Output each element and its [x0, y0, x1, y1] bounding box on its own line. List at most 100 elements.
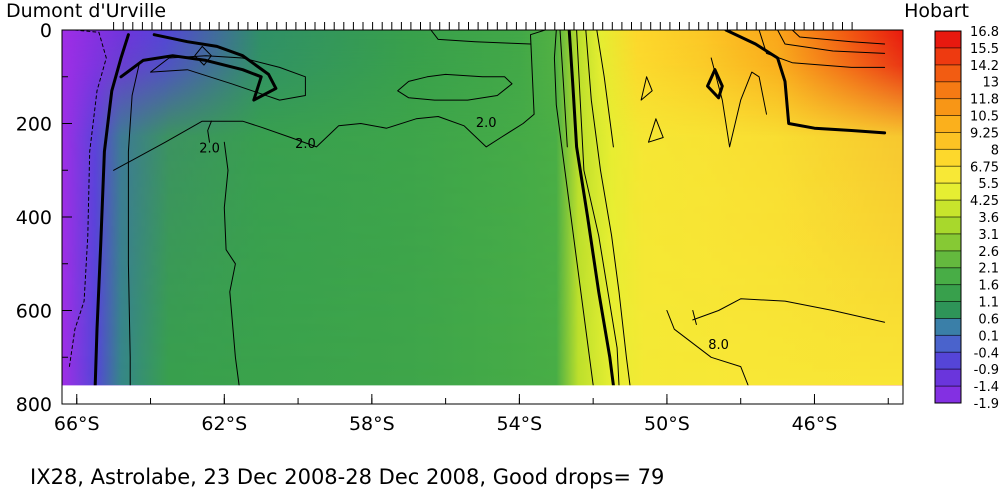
contour-label-1: 2.0 [295, 137, 316, 152]
deep-temperature-fill [62, 30, 903, 386]
colorbar-label: -0.9 [974, 363, 999, 378]
y-tick-label: 200 [16, 114, 52, 136]
colorbar-label: 16.8 [970, 25, 999, 40]
x-tick-label: 54°S [497, 413, 543, 435]
drop-locations [113, 22, 853, 30]
colorbar-swatch [935, 47, 961, 66]
colorbar-label: 15.5 [970, 42, 999, 57]
contour-line-24 [791, 30, 886, 45]
x-axis: 66°S 62°S 58°S 54°S 50°S 46°S [54, 394, 889, 435]
contour-line-8 [223, 141, 240, 386]
contour-line-21 [724, 30, 887, 135]
contour-line-10 [430, 30, 531, 45]
colorbar-swatch [935, 284, 961, 303]
colorbar-swatch [935, 250, 961, 269]
colorbar-label: 6.75 [970, 160, 999, 175]
colorbar-swatch [935, 369, 961, 387]
colorbar-swatch [935, 335, 961, 353]
y-tick-label: 0 [40, 20, 52, 42]
contour-line-2 [127, 62, 140, 386]
colorbar-swatch [935, 386, 961, 404]
top-right-label: Hobart [904, 0, 969, 22]
contour-line-6 [397, 73, 513, 101]
colorbar-label: 8 [991, 143, 999, 158]
contour-line-3 [119, 33, 278, 102]
colorbar-swatch [935, 64, 961, 83]
y-axis: 0 200 400 600 800 [16, 20, 72, 416]
colorbar: 16.8 15.5 14.2 13 11.8 10.59.25 8 6.75 5.5 4.25 3.… [934, 25, 999, 412]
colorbar-label: 3.1 [978, 228, 999, 243]
contour-line-16 [596, 30, 614, 148]
contour-line-13 [567, 30, 615, 386]
contour-line-17 [640, 76, 653, 101]
contour-line-0 [68, 30, 107, 368]
contour-line-23 [777, 30, 886, 54]
colorbar-label: 5.5 [978, 177, 999, 192]
contour-line-12 [559, 30, 568, 148]
contour-label-0: 2.0 [199, 142, 220, 157]
y-tick-label: 600 [16, 301, 52, 323]
y-tick-label: 400 [16, 207, 52, 229]
x-tick-label: 58°S [349, 413, 395, 435]
colorbar-swatch [935, 81, 961, 100]
contour-line-22 [758, 30, 886, 68]
contour-labels: 2.0 2.0 2.0 8.0 [199, 116, 729, 353]
colorbar-label: 0.1 [978, 329, 999, 344]
colorbar-swatch [935, 301, 961, 319]
colorbar-swatch [935, 98, 961, 117]
colorbar-label: 1.1 [978, 296, 999, 311]
y-tick-label: 800 [16, 394, 52, 416]
colorbar-label: 4.25 [970, 194, 999, 209]
colorbar-swatch [935, 318, 961, 336]
colorbar-label: -0.4 [974, 346, 999, 361]
contour-line-18 [648, 118, 664, 143]
colorbar-label: 10.5 [970, 110, 999, 125]
colorbar-swatch [935, 115, 961, 133]
contour-line-20 [706, 68, 724, 100]
contour-line-25 [692, 298, 886, 323]
contour-line-9 [113, 30, 546, 171]
colorbar-swatch [935, 217, 961, 235]
colorbar-label: -1.4 [974, 380, 999, 395]
colorbar-label: 1.6 [978, 279, 999, 294]
contour-label-3: 8.0 [708, 338, 729, 353]
colorbar-swatch [935, 132, 961, 150]
colorbar-label: 3.6 [978, 211, 999, 226]
x-tick-label: 50°S [644, 413, 690, 435]
colorbar-swatch [935, 267, 961, 286]
colorbar-label: -1.9 [974, 397, 999, 412]
contour-label-2: 2.0 [476, 116, 497, 131]
colorbar-swatch [935, 149, 961, 167]
colorbar-label: 14.2 [970, 59, 999, 74]
colorbar-label: 11.8 [970, 93, 999, 108]
colorbar-swatch [935, 200, 961, 218]
contour-line-15 [585, 30, 631, 386]
contour-line-27 [692, 310, 697, 325]
colorbar-label: 2.6 [978, 245, 999, 260]
x-tick-label: 46°S [792, 413, 838, 435]
contour-line-4 [194, 45, 212, 66]
colorbar-swatch [935, 31, 961, 49]
contour-line-5 [150, 55, 306, 101]
contour-line-19 [710, 57, 767, 148]
top-left-label: Dumont d'Urville [6, 0, 166, 22]
temperature-field [62, 30, 903, 386]
contour-line-7 [207, 120, 212, 143]
contour-line-11 [553, 30, 594, 386]
colorbar-label: 9.25 [970, 126, 999, 141]
colorbar-swatch [935, 166, 961, 184]
chart-caption: IX28, Astrolabe, 23 Dec 2008-28 Dec 2008… [30, 465, 664, 489]
x-tick-label: 62°S [201, 413, 247, 435]
colorbar-swatch [935, 183, 961, 201]
colorbar-label: 2.1 [978, 262, 999, 277]
isotherm-contours [68, 30, 887, 386]
contour-line-1 [93, 33, 130, 386]
colorbar-label: 13 [982, 76, 999, 91]
colorbar-label: 0.6 [978, 312, 999, 327]
contour-line-14 [576, 30, 620, 386]
x-tick-label: 66°S [54, 413, 100, 435]
colorbar-swatch [935, 233, 961, 252]
contour-line-26 [666, 310, 749, 386]
colorbar-swatch [935, 352, 961, 370]
